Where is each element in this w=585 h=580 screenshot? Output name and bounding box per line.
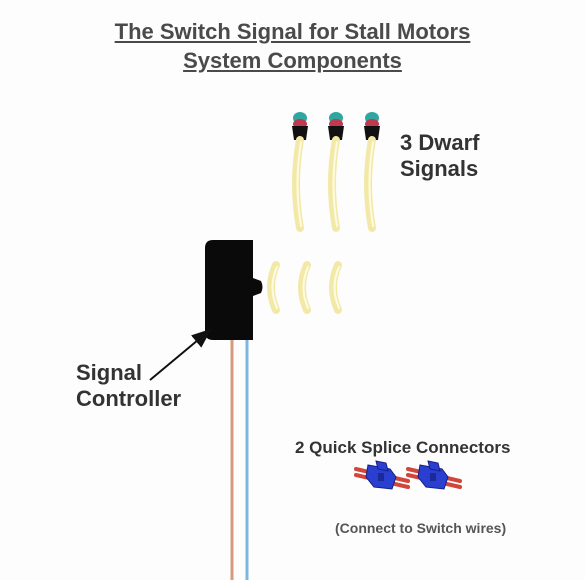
diagram-canvas (0, 0, 585, 580)
splice-connector-icon (356, 461, 408, 489)
signal-controller-icon (205, 240, 263, 340)
splice-connector-icon (408, 461, 460, 489)
arrow-to-controller (150, 330, 210, 380)
